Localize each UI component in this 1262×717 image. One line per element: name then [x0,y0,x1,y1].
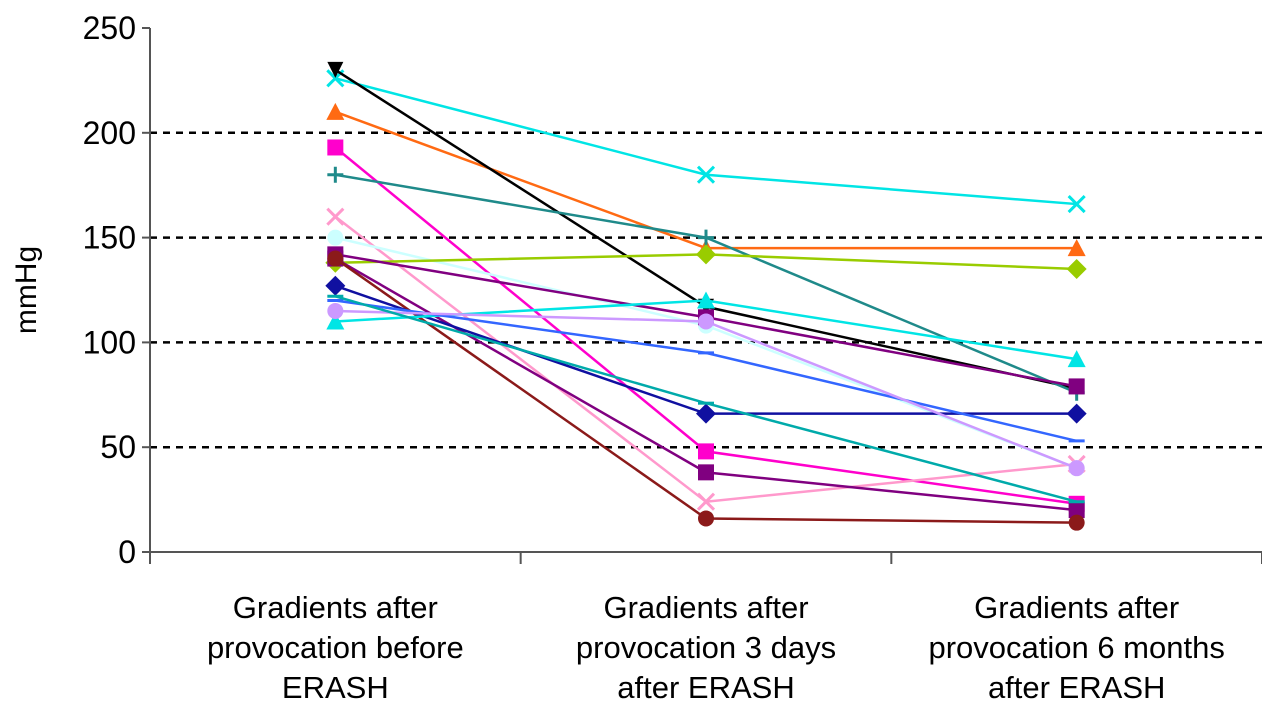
series [327,250,1085,519]
data-point [696,403,716,424]
data-point [327,250,344,267]
data-point [1068,460,1085,477]
y-tick-label: 50 [100,429,136,465]
data-point [697,291,715,309]
data-point [327,139,344,156]
data-point [1068,378,1085,395]
labels-layer: 0 50 100 150 200 250 Gradients after provocatio… [10,10,1225,705]
data-point [698,313,714,330]
series [327,250,1085,531]
series [327,294,1085,504]
series-line [335,173,1078,394]
data-point [696,244,716,265]
series-line [334,110,1077,250]
data-point [325,275,346,296]
data-point [698,510,714,527]
data-point [1068,514,1085,531]
y-tick-label: 250 [83,10,136,46]
data-point [327,166,344,183]
y-axis-title: mmHg [10,246,43,334]
data-point [1068,502,1085,519]
data-point [698,464,714,481]
data-point [698,443,714,460]
data-point [1066,259,1087,280]
data-point [327,302,344,319]
x-category-label: Gradients after provocation 3 days after E… [576,590,836,705]
data-point [698,229,714,246]
gridlines [150,131,1262,449]
data-point [696,165,716,184]
data-point [327,61,344,78]
x-category-label: Gradients after provocation 6 months after… [928,590,1224,705]
series [327,298,1085,443]
y-tick-label: 200 [83,115,136,151]
data-point [326,207,345,226]
y-tick-label: 0 [118,534,136,570]
x-category-label: Gradients after provocation before ERASH [207,590,464,705]
data-point [1067,195,1086,214]
axes [142,27,1262,564]
data-point [326,312,345,330]
data-point [696,492,716,511]
data-point [1067,350,1086,368]
series [325,275,1087,424]
data-point [326,102,345,120]
series [327,61,1085,397]
y-tick-label: 150 [83,220,136,256]
y-tick-label: 100 [83,324,136,360]
series [327,302,1085,477]
data-point [1067,239,1086,257]
data-point [1066,403,1087,424]
series [326,69,1086,214]
series-layer [325,61,1087,531]
data-point [327,229,344,246]
